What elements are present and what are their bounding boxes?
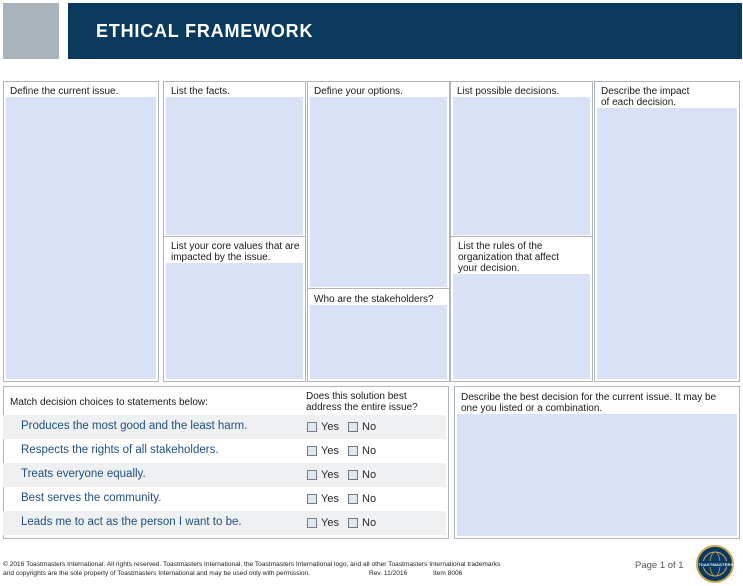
match-question-line1: Does this solution best: [306, 391, 407, 402]
impact-label-line2: of each decision.: [601, 97, 677, 108]
no-checkbox[interactable]: [348, 494, 358, 504]
footer-copyright-line2: and copyrights are the sole property of …: [3, 570, 311, 577]
stakeholders-label: Who are the stakeholders?: [314, 294, 434, 305]
yes-label: Yes: [321, 469, 339, 481]
current-issue-label: Define the current issue.: [10, 86, 119, 97]
globe-icon: [701, 551, 729, 577]
statement-text: Leads me to act as the person I want to …: [21, 516, 242, 528]
statement-row: Respects the rights of all stakeholders.…: [3, 439, 446, 463]
current-issue-field[interactable]: [6, 97, 156, 379]
decisions-divider: [450, 236, 593, 237]
yes-checkbox[interactable]: [307, 518, 317, 528]
best-decision-label-line2: one you listed or a combination.: [461, 403, 603, 414]
statement-row: Produces the most good and the least har…: [3, 415, 446, 439]
best-decision-label-line1: Describe the best decision for the curre…: [461, 392, 717, 403]
stakeholders-field[interactable]: [310, 305, 447, 379]
rules-label-line3: your decision.: [458, 263, 520, 274]
match-heading: Match decision choices to statements bel…: [10, 397, 208, 408]
no-checkbox[interactable]: [348, 470, 358, 480]
footer-item-number: Item 8006: [433, 570, 463, 577]
no-label: No: [362, 493, 377, 505]
options-label: Define your options.: [314, 86, 403, 97]
options-field[interactable]: [310, 97, 447, 287]
statement-text: Treats everyone equally.: [21, 468, 146, 480]
facts-field[interactable]: [166, 97, 303, 235]
yes-label: Yes: [321, 445, 339, 457]
toastmasters-logo: TOASTMASTERS: [696, 545, 734, 583]
header-bar: [68, 3, 742, 59]
statement-row: Leads me to act as the person I want to …: [3, 511, 446, 535]
page-number: Page 1 of 1: [635, 560, 684, 571]
no-checkbox[interactable]: [348, 446, 358, 456]
decisions-field[interactable]: [453, 97, 590, 235]
no-label: No: [362, 517, 377, 529]
no-checkbox[interactable]: [348, 422, 358, 432]
header-grey-block: [3, 3, 59, 59]
facts-label: List the facts.: [171, 86, 230, 97]
logo-text: TOASTMASTERS: [698, 562, 734, 567]
page-title: ETHICAL FRAMEWORK: [96, 21, 314, 41]
yes-checkbox[interactable]: [307, 446, 317, 456]
no-checkbox[interactable]: [348, 518, 358, 528]
impact-label-line1: Describe the impact: [601, 86, 690, 97]
statement-text: Respects the rights of all stakeholders.: [21, 444, 219, 456]
statement-text: Produces the most good and the least har…: [21, 420, 248, 432]
yes-label: Yes: [321, 517, 339, 529]
impact-field[interactable]: [597, 108, 737, 379]
rules-label-line2: organization that affect: [458, 252, 559, 263]
yes-label: Yes: [321, 421, 339, 433]
statement-row: Best serves the community. Yes No: [3, 487, 446, 511]
match-question-line2: address the entire issue?: [306, 402, 418, 413]
rules-field[interactable]: [453, 274, 590, 379]
core-values-field[interactable]: [166, 263, 303, 379]
yes-checkbox[interactable]: [307, 494, 317, 504]
no-label: No: [362, 445, 377, 457]
yes-checkbox[interactable]: [307, 422, 317, 432]
statement-row: Treats everyone equally. Yes No: [3, 463, 446, 487]
core-values-label-line1: List your core values that are: [171, 241, 300, 252]
facts-divider: [163, 236, 306, 237]
decisions-label: List possible decisions.: [457, 86, 560, 97]
footer-copyright-line1: © 2016 Toastmasters International. All r…: [3, 561, 501, 568]
rules-label-line1: List the rules of the: [458, 241, 543, 252]
best-decision-field[interactable]: [457, 414, 737, 536]
options-divider: [307, 288, 450, 289]
yes-label: Yes: [321, 493, 339, 505]
core-values-label-line2: impacted by the issue.: [171, 252, 271, 263]
no-label: No: [362, 421, 377, 433]
statement-text: Best serves the community.: [21, 492, 162, 504]
no-label: No: [362, 469, 377, 481]
footer-revision: Rev. 11/2016: [369, 570, 408, 577]
yes-checkbox[interactable]: [307, 470, 317, 480]
